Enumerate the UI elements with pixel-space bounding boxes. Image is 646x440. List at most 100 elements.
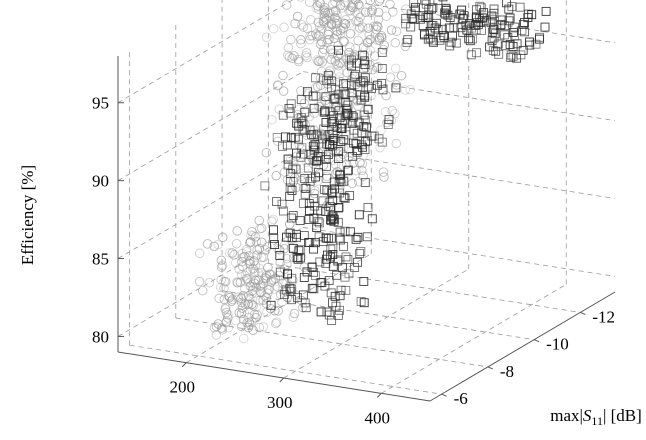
circle-marker (314, 56, 324, 67)
circle-marker (224, 291, 235, 301)
square-marker (328, 298, 337, 308)
circle-marker (365, 0, 376, 6)
circle-marker (314, 21, 325, 32)
circle-marker (345, 18, 355, 29)
square-marker (275, 251, 285, 260)
circle-marker (290, 162, 301, 173)
circle-marker (348, 158, 359, 168)
circle-marker (289, 308, 300, 319)
square-marker (326, 233, 336, 243)
square-marker (476, 25, 486, 35)
square-marker (321, 233, 331, 243)
circle-marker (283, 43, 294, 53)
square-marker (367, 84, 376, 94)
square-marker (409, 0, 419, 8)
floor-grid-line-y (129, 344, 442, 395)
circle-marker (344, 50, 355, 60)
square-marker (347, 81, 356, 91)
square-marker (352, 128, 362, 138)
x-tick-mark (376, 392, 382, 398)
square-marker (326, 252, 335, 262)
circle-marker (209, 323, 220, 333)
circle-marker (273, 306, 283, 316)
square-marker (260, 181, 270, 191)
square-marker (334, 176, 344, 186)
circle-marker (363, 23, 374, 33)
square-marker (356, 95, 366, 105)
square-marker (333, 310, 343, 320)
square-marker (327, 83, 336, 92)
circle-marker (256, 237, 267, 247)
y-tick-mark (441, 393, 447, 397)
circle-marker (243, 299, 253, 309)
circle-series (194, 0, 415, 344)
square-marker (296, 152, 306, 162)
square-marker (335, 171, 345, 180)
circle-marker (313, 17, 324, 28)
square-marker (403, 35, 413, 45)
circle-marker (390, 108, 400, 119)
side-wall-grid-line-z (302, 149, 616, 199)
circle-marker (282, 175, 293, 185)
circle-marker (350, 0, 361, 5)
square-marker (344, 165, 353, 175)
y-axis-label-symbol: S (583, 406, 592, 425)
circle-marker (331, 121, 341, 132)
circle-marker (278, 70, 288, 81)
square-marker (327, 316, 337, 325)
floor-grid-line-y (222, 290, 535, 341)
square-marker (284, 103, 294, 113)
circle-marker (298, 22, 309, 32)
square-marker (472, 48, 482, 58)
circle-marker (238, 333, 249, 344)
circle-marker (274, 244, 285, 255)
circle-marker (211, 330, 222, 340)
square-marker (279, 290, 289, 300)
circle-marker (262, 242, 272, 252)
circle-marker (221, 302, 231, 312)
square-marker (340, 193, 350, 203)
circle-marker (288, 157, 299, 168)
square-marker (300, 189, 310, 199)
y-tick-label: -8 (500, 362, 514, 381)
square-marker (304, 238, 314, 247)
circle-marker (302, 52, 312, 63)
y-axis-label: max|S11| [dB] (550, 406, 642, 428)
x-tick-label: 200 (170, 378, 196, 397)
z-tick-label: 85 (92, 250, 109, 269)
square-marker (356, 297, 366, 306)
circle-marker (254, 322, 265, 333)
circle-marker (213, 319, 223, 329)
square-marker (496, 19, 506, 29)
circle-marker (364, 7, 374, 18)
circle-marker (247, 299, 257, 310)
circle-marker (346, 2, 357, 12)
square-marker (488, 24, 498, 34)
circle-marker (250, 278, 260, 289)
square-marker (518, 19, 528, 29)
circle-marker (248, 264, 258, 274)
square-marker (285, 108, 295, 118)
square-marker (541, 6, 551, 16)
square-marker (502, 0, 512, 8)
x-tick-mark (279, 377, 285, 383)
circle-marker (261, 32, 272, 42)
square-marker (339, 135, 349, 145)
circle-marker (250, 260, 261, 271)
square-marker (443, 10, 453, 20)
square-marker (339, 241, 349, 251)
square-marker (278, 110, 288, 120)
square-marker (474, 14, 484, 24)
circle-marker (275, 257, 285, 268)
square-marker (330, 184, 340, 194)
square-marker (363, 202, 373, 212)
circle-marker (194, 248, 205, 259)
circle-marker (245, 281, 256, 291)
circle-marker (335, 58, 345, 68)
square-marker (331, 301, 341, 311)
circle-marker (388, 7, 398, 17)
square-marker (275, 267, 285, 277)
square-marker (320, 185, 329, 194)
square-marker (269, 233, 279, 243)
circle-marker (248, 231, 258, 241)
